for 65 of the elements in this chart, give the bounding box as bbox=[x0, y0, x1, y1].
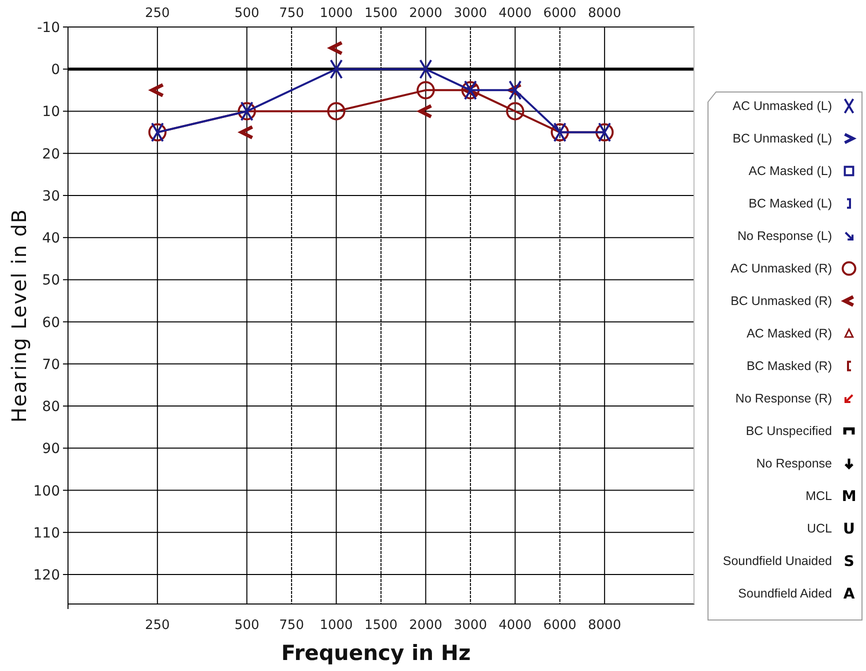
category-label: 1500 bbox=[364, 618, 398, 633]
point bbox=[550, 123, 569, 142]
legend-label: BC Masked (L) bbox=[748, 196, 832, 210]
x-tick-label: 500 bbox=[234, 6, 260, 21]
x-tick-label: 4000 bbox=[498, 6, 532, 21]
y-tick-label: 30 bbox=[42, 188, 60, 204]
legend-label: BC Unmasked (L) bbox=[732, 132, 832, 146]
y-tick-label: 20 bbox=[42, 146, 60, 162]
legend-label: No Response (R) bbox=[735, 392, 832, 406]
category-label: 8000 bbox=[588, 618, 622, 633]
point bbox=[238, 102, 256, 120]
y-tick-label: 80 bbox=[42, 399, 60, 416]
category-label: 500 bbox=[234, 618, 260, 633]
y-tick-label: 90 bbox=[42, 441, 60, 458]
y-tick-label: -10 bbox=[37, 20, 60, 36]
y-tick-label: 100 bbox=[33, 483, 60, 500]
category-label: 2000 bbox=[409, 618, 442, 633]
legend-label: Soundfield Unaided bbox=[722, 554, 832, 568]
category-label: 4000 bbox=[498, 618, 532, 633]
point bbox=[506, 102, 524, 120]
legend-label: Soundfield Aided bbox=[738, 586, 832, 600]
legend-label: AC Masked (L) bbox=[748, 164, 832, 178]
y-tick-label: 70 bbox=[42, 356, 60, 373]
text: S bbox=[844, 552, 854, 570]
category-label: 3000 bbox=[454, 618, 487, 633]
y-tick-label: 110 bbox=[33, 525, 60, 542]
y-tick-label: 10 bbox=[42, 104, 60, 120]
x-tick-label: 750 bbox=[279, 6, 304, 21]
legend-label: AC Unmasked (R) bbox=[730, 262, 832, 276]
text: M bbox=[842, 488, 856, 505]
y-tick-label: 50 bbox=[42, 272, 60, 289]
y-axis-title: Hearing Level in dB bbox=[7, 208, 31, 423]
legend-label: UCL bbox=[806, 522, 832, 536]
x-tick-label: 6000 bbox=[543, 6, 576, 21]
x-tick-label: 1000 bbox=[320, 6, 353, 21]
x-tick-label: 1500 bbox=[364, 6, 398, 21]
legend-label: BC Unspecified bbox=[746, 424, 832, 438]
category-label: 1000 bbox=[320, 618, 353, 633]
x-tick-label: 250 bbox=[145, 6, 170, 21]
y-tick-label: 40 bbox=[42, 230, 60, 247]
x-tick-label: 2000 bbox=[409, 6, 442, 21]
x-tick-label: 3000 bbox=[454, 6, 487, 21]
point bbox=[240, 125, 254, 140]
legend-label: AC Masked (R) bbox=[746, 326, 832, 340]
y-tick-label: 60 bbox=[42, 314, 60, 331]
text: U bbox=[843, 520, 855, 538]
text: A bbox=[843, 585, 856, 602]
legend-label: No Response bbox=[756, 456, 832, 470]
y-tick-label: 0 bbox=[51, 62, 60, 78]
point bbox=[148, 123, 167, 142]
category-label: 250 bbox=[145, 618, 170, 633]
legend-label: No Response (L) bbox=[738, 229, 832, 243]
y-tick-label: 120 bbox=[33, 568, 60, 584]
point bbox=[150, 83, 165, 98]
legend-label: MCL bbox=[806, 489, 832, 503]
point bbox=[595, 123, 614, 142]
legend-label: AC Unmasked (L) bbox=[732, 99, 832, 113]
legend-label: BC Masked (R) bbox=[746, 359, 832, 373]
point bbox=[327, 102, 346, 120]
legend-label: BC Unmasked (R) bbox=[730, 294, 832, 308]
category-label: 6000 bbox=[543, 618, 576, 633]
point bbox=[416, 81, 435, 100]
category-label: 750 bbox=[279, 618, 304, 633]
x-tick-label: 8000 bbox=[588, 6, 622, 21]
x-axis-title: Frequency in Hz bbox=[281, 641, 471, 665]
